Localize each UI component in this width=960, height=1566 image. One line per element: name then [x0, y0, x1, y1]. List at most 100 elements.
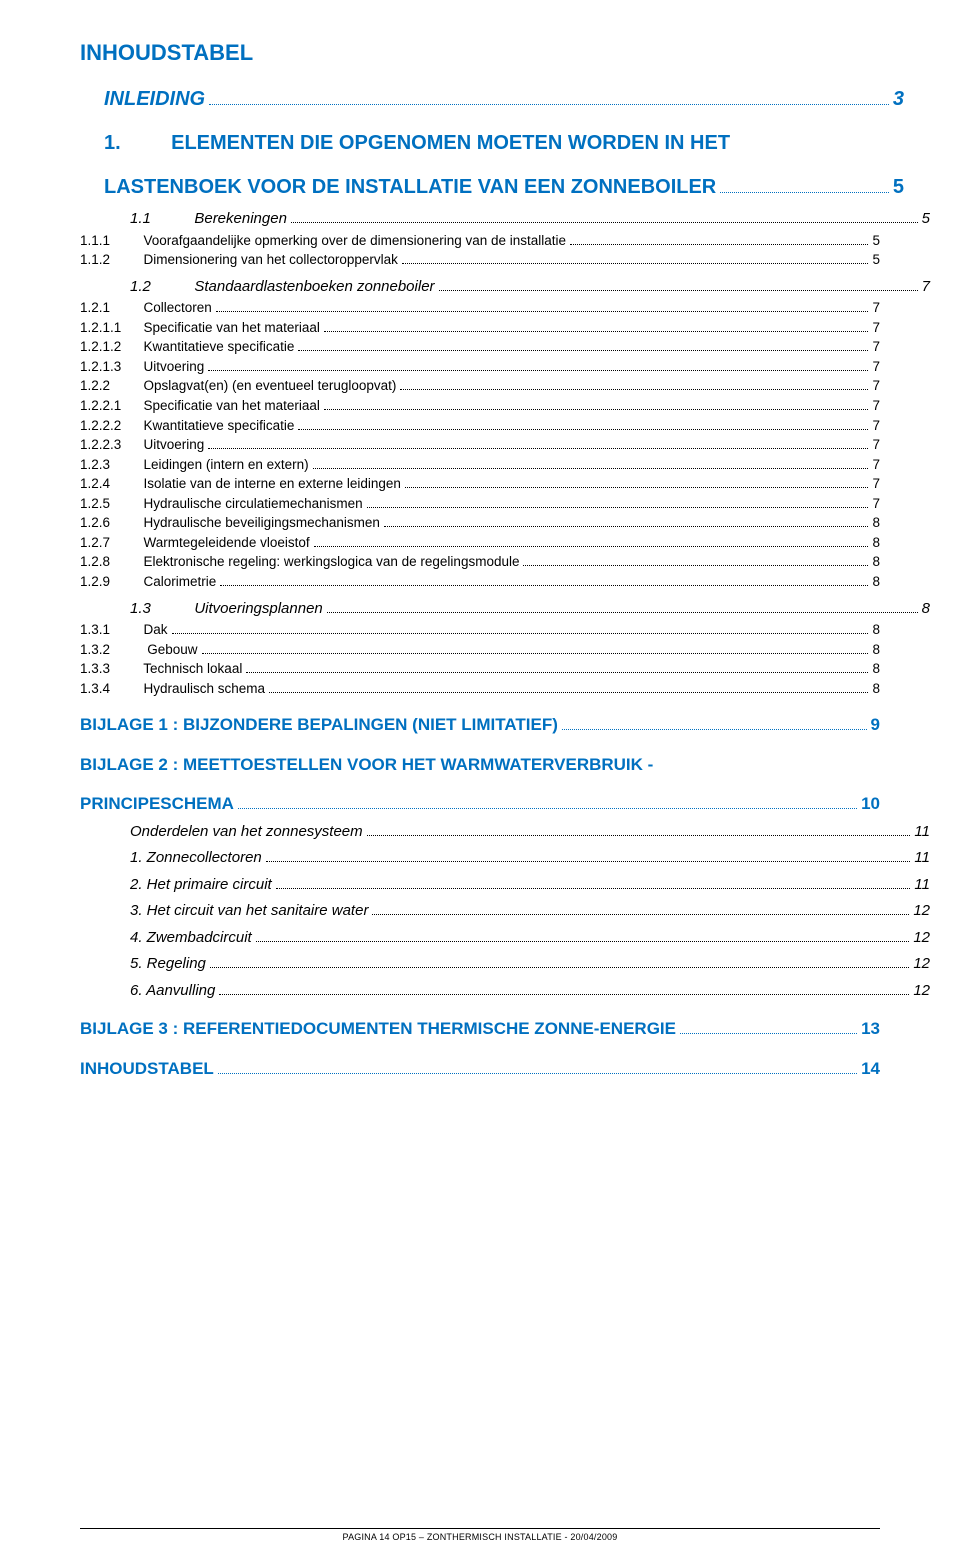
toc-text: Kwantitatieve specificatie: [144, 339, 295, 354]
toc-page: 7: [872, 337, 880, 357]
toc-leader: [172, 633, 869, 634]
toc-leader: [238, 808, 857, 809]
toc-page: 14: [861, 1056, 880, 1082]
toc-leader: [208, 370, 868, 371]
page-title: INHOUDSTABEL: [80, 40, 880, 66]
page-footer: PAGINA 14 OP15 – ZONTHERMISCH INSTALLATI…: [80, 1528, 880, 1542]
toc-leader: [367, 835, 911, 836]
toc-number: 1.1.2: [80, 250, 136, 270]
toc-text: Uitvoering: [144, 437, 205, 452]
toc-text: Hydraulische beveiligingsmechanismen: [144, 515, 380, 530]
toc-text: Calorimetrie: [144, 574, 217, 589]
toc-text: Opslagvat(en) (en eventueel terugloopvat…: [144, 378, 397, 393]
toc-number: 1.2.3: [80, 455, 136, 475]
toc-text: Kwantitatieve specificatie: [144, 418, 295, 433]
toc-label: 1.1.1 Voorafgaandelijke opmerking over d…: [80, 231, 566, 251]
toc-row: 5. Regeling 12: [130, 953, 930, 976]
toc-leader: [324, 331, 869, 332]
toc-row: 1.2.2.2 Kwantitatieve specificatie 7: [80, 416, 880, 436]
toc-text: Onderdelen van het zonnesysteem: [130, 823, 363, 840]
toc-label: 1.2.1 Collectoren: [80, 298, 212, 318]
toc-number: 1.2.1.2: [80, 337, 136, 357]
toc-leader: [218, 1073, 857, 1074]
toc-row: 1.2.2 Opslagvat(en) (en eventueel terugl…: [80, 376, 880, 396]
toc-label: 1.2.5 Hydraulische circulatiemechanismen: [80, 494, 363, 514]
toc-row: 1.3 Uitvoeringsplannen 8: [130, 598, 930, 621]
toc-row: 1.1.2 Dimensionering van het collectorop…: [80, 250, 880, 270]
toc-number: 1.1: [130, 208, 186, 231]
toc-text: 4. Zwembadcircuit: [130, 929, 252, 946]
toc-number: 1.: [104, 128, 160, 158]
toc-page: 7: [872, 318, 880, 338]
toc-label: 3. Het circuit van het sanitaire water: [130, 900, 368, 923]
toc-row: 6. Aanvulling 12: [130, 980, 930, 1003]
toc-page: 11: [914, 874, 930, 897]
toc-leader: [523, 565, 868, 566]
toc-row: BIJLAGE 1 : BIJZONDERE BEPALINGEN (NIET …: [80, 712, 880, 738]
toc-label: 1.2.2.1 Specificatie van het materiaal: [80, 396, 320, 416]
toc-leader: [246, 672, 868, 673]
toc-leader: [298, 350, 868, 351]
toc-label: 1.2.9 Calorimetrie: [80, 572, 216, 592]
toc-text: Hydraulische circulatiemechanismen: [144, 496, 363, 511]
toc-page: 7: [872, 396, 880, 416]
toc-page: 8: [922, 598, 930, 621]
toc-text: Uitvoeringsplannen: [194, 600, 322, 617]
toc-text: 1. Zonnecollectoren: [130, 849, 262, 866]
toc-label: 1.2.8 Elektronische regeling: werkingslo…: [80, 552, 519, 572]
toc-row: 1.2.2.1 Specificatie van het materiaal 7: [80, 396, 880, 416]
toc-row: 1.3.2 Gebouw 8: [80, 640, 880, 660]
toc-text: INHOUDSTABEL: [80, 1059, 214, 1078]
toc-page: 10: [861, 791, 880, 817]
toc-label: 1.3.1 Dak: [80, 620, 168, 640]
toc-text: Leidingen (intern en extern): [144, 457, 309, 472]
toc-label: PRINCIPESCHEMA: [80, 791, 234, 817]
toc-page: 8: [872, 620, 880, 640]
toc-leader: [405, 487, 869, 488]
toc-leader: [266, 861, 911, 862]
toc-row: 1.2.2.3 Uitvoering 7: [80, 435, 880, 455]
toc-leader: [314, 546, 869, 547]
toc-number: 1.3.3: [80, 659, 136, 679]
toc-text: 5. Regeling: [130, 955, 206, 972]
toc-text: Technisch lokaal: [143, 661, 242, 676]
toc-page: 12: [913, 953, 930, 976]
toc-number: 1.3.1: [80, 620, 136, 640]
toc-row: PRINCIPESCHEMA 10: [80, 791, 880, 817]
toc-leader: [372, 914, 909, 915]
toc-label: 1.2.1.1 Specificatie van het materiaal: [80, 318, 320, 338]
toc-row: 1.2.3 Leidingen (intern en extern) 7: [80, 455, 880, 475]
toc-leader: [324, 409, 869, 410]
toc-row: 1.2.9 Calorimetrie 8: [80, 572, 880, 592]
toc-page: 7: [872, 455, 880, 475]
toc-label: 1. Zonnecollectoren: [130, 847, 262, 870]
toc-leader: [269, 692, 868, 693]
toc-label: 1.3.2 Gebouw: [80, 640, 198, 660]
toc-number: 1.2.2.2: [80, 416, 136, 436]
toc-row: 1.3.3 Technisch lokaal 8: [80, 659, 880, 679]
toc-page: 8: [872, 533, 880, 553]
toc-text: INLEIDING: [104, 88, 205, 110]
toc-row: 1.3.4 Hydraulisch schema 8: [80, 679, 880, 699]
toc-text: Specificatie van het materiaal: [144, 398, 320, 413]
toc-row: 1.1 Berekeningen 5: [130, 208, 930, 231]
toc-label: 1.2.4 Isolatie van de interne en externe…: [80, 474, 401, 494]
toc-label: BIJLAGE 3 : REFERENTIEDOCUMENTEN THERMIS…: [80, 1016, 676, 1042]
toc-label: BIJLAGE 1 : BIJZONDERE BEPALINGEN (NIET …: [80, 712, 558, 738]
toc-leader: [313, 468, 869, 469]
toc-row: 1.2 Standaardlastenboeken zonneboiler 7: [130, 276, 930, 299]
toc-text: Collectoren: [144, 300, 212, 315]
toc-row: 1.2.1 Collectoren 7: [80, 298, 880, 318]
toc-row: 4. Zwembadcircuit 12: [130, 927, 930, 950]
toc-page: 12: [913, 900, 930, 923]
toc-number: 1.2.2.1: [80, 396, 136, 416]
toc-label: 1.1.2 Dimensionering van het collectorop…: [80, 250, 398, 270]
toc-leader: [402, 263, 869, 264]
toc-number: 1.2: [130, 276, 186, 299]
toc-label: 2. Het primaire circuit: [130, 874, 272, 897]
toc-leader: [720, 192, 889, 193]
toc-page: 8: [872, 513, 880, 533]
toc-page: 8: [872, 679, 880, 699]
toc-row: 3. Het circuit van het sanitaire water 1…: [130, 900, 930, 923]
toc-text: Dak: [144, 622, 168, 637]
